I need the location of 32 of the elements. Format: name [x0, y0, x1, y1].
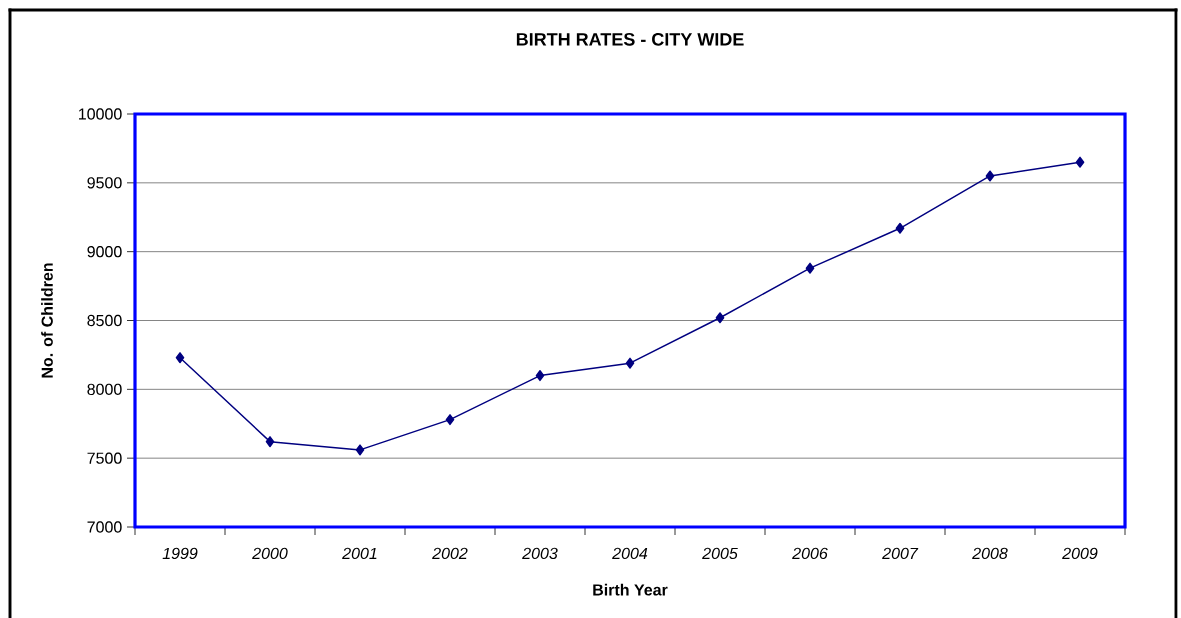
point: [355, 444, 365, 456]
y-tick-label: 8500: [87, 314, 122, 327]
point: [625, 357, 635, 369]
point: [265, 436, 275, 448]
point: [1075, 156, 1085, 168]
y-axis-title: No. of Children: [41, 263, 53, 378]
y-tick-label: 8000: [87, 383, 122, 395]
y-tick-label: 9500: [87, 177, 122, 189]
x-tick-label: 2001: [342, 547, 377, 560]
point: [535, 370, 545, 382]
x-tick-label: 2006: [792, 547, 828, 560]
x-tick-label: 2007: [882, 547, 919, 560]
x-tick-label: 1999: [162, 547, 198, 560]
point: [715, 312, 725, 324]
x-axis-title: Birth Year: [593, 583, 668, 596]
point: [985, 170, 995, 182]
point: [445, 414, 455, 426]
x-tick-label: 2005: [702, 547, 738, 560]
x-tick-label: 2003: [522, 547, 558, 560]
y-tick-label: 10000: [79, 108, 122, 120]
x-tick-label: 2008: [972, 547, 1008, 560]
chart-title: BIRTH RATES - CITY WIDE: [516, 32, 744, 46]
x-tick-label: 2002: [432, 547, 468, 560]
point: [175, 352, 185, 364]
y-tick-label: 9000: [87, 246, 122, 258]
point: [895, 222, 905, 234]
y-tick-label: 7000: [87, 521, 122, 533]
x-tick-label: 2009: [1062, 547, 1098, 560]
y-tick-label: 7500: [87, 452, 122, 464]
x-tick-label: 2004: [612, 547, 648, 560]
x-tick-label: 2000: [252, 547, 288, 560]
point: [805, 262, 815, 274]
